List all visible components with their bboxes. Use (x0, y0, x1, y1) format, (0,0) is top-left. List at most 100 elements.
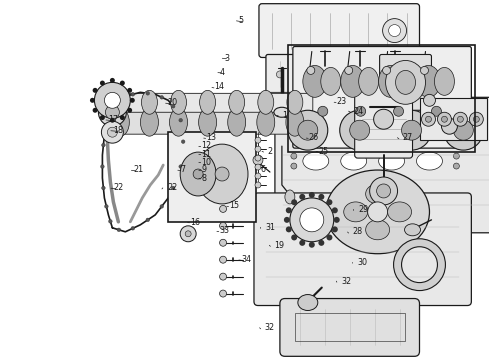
Circle shape (291, 234, 297, 240)
Circle shape (453, 163, 460, 169)
Ellipse shape (379, 152, 405, 170)
Ellipse shape (286, 108, 304, 136)
Text: 17: 17 (108, 115, 118, 124)
FancyBboxPatch shape (106, 110, 314, 134)
Ellipse shape (416, 66, 441, 97)
Text: 13: 13 (206, 133, 216, 142)
Circle shape (400, 71, 407, 78)
Text: 4: 4 (220, 68, 225, 77)
Circle shape (179, 118, 182, 122)
Text: 9: 9 (201, 166, 206, 175)
Ellipse shape (199, 90, 216, 114)
Text: 10: 10 (201, 158, 211, 167)
Circle shape (110, 110, 114, 113)
Ellipse shape (198, 108, 217, 136)
Ellipse shape (274, 107, 290, 117)
Circle shape (291, 153, 297, 159)
Circle shape (284, 217, 290, 223)
Circle shape (326, 199, 332, 205)
Circle shape (104, 92, 121, 108)
Ellipse shape (141, 108, 158, 136)
Text: 16: 16 (190, 218, 200, 227)
Text: 8: 8 (201, 174, 206, 183)
Circle shape (101, 143, 105, 147)
Text: 31: 31 (266, 223, 275, 232)
Circle shape (101, 121, 123, 143)
Bar (295, 314, 405, 341)
Circle shape (345, 67, 353, 75)
Ellipse shape (170, 108, 188, 136)
Circle shape (220, 206, 226, 212)
Text: 30: 30 (357, 258, 368, 267)
Circle shape (146, 218, 149, 222)
Circle shape (369, 177, 397, 205)
Circle shape (438, 112, 451, 126)
Circle shape (374, 109, 393, 129)
Circle shape (255, 137, 261, 143)
Bar (168, 132, 256, 222)
Ellipse shape (196, 144, 248, 204)
Text: 28: 28 (352, 228, 363, 237)
Circle shape (340, 110, 380, 150)
Ellipse shape (405, 224, 420, 236)
Circle shape (220, 222, 226, 229)
Circle shape (286, 226, 292, 232)
Circle shape (120, 81, 125, 86)
Circle shape (255, 164, 261, 170)
Bar (419, 98, 488, 140)
Circle shape (104, 125, 108, 129)
Circle shape (469, 112, 483, 126)
Ellipse shape (180, 152, 216, 196)
Circle shape (309, 242, 315, 248)
Circle shape (369, 71, 376, 78)
Circle shape (350, 120, 369, 140)
Circle shape (90, 98, 95, 103)
Ellipse shape (366, 220, 390, 240)
Circle shape (220, 290, 226, 297)
Text: 1: 1 (282, 111, 287, 120)
Ellipse shape (341, 152, 367, 170)
FancyBboxPatch shape (266, 54, 417, 94)
Circle shape (307, 67, 315, 75)
Ellipse shape (416, 152, 442, 170)
Circle shape (393, 106, 404, 116)
Circle shape (425, 116, 432, 122)
Circle shape (334, 217, 340, 223)
FancyBboxPatch shape (275, 97, 490, 233)
Ellipse shape (171, 90, 187, 114)
Circle shape (220, 171, 226, 179)
Ellipse shape (298, 294, 318, 310)
Ellipse shape (111, 108, 129, 136)
Text: 14: 14 (214, 82, 224, 91)
Circle shape (276, 71, 283, 78)
Circle shape (110, 118, 115, 123)
Circle shape (180, 226, 196, 242)
Ellipse shape (287, 90, 303, 114)
Ellipse shape (321, 67, 341, 95)
Circle shape (299, 194, 305, 200)
FancyBboxPatch shape (280, 298, 419, 356)
Circle shape (432, 106, 441, 116)
Circle shape (120, 115, 125, 120)
Circle shape (318, 240, 324, 246)
Circle shape (107, 127, 118, 137)
Circle shape (130, 98, 135, 103)
Circle shape (253, 155, 263, 165)
FancyBboxPatch shape (259, 4, 419, 58)
Text: 23: 23 (337, 97, 346, 106)
Circle shape (101, 186, 105, 190)
Ellipse shape (229, 90, 245, 114)
Ellipse shape (386, 60, 425, 104)
Circle shape (220, 189, 226, 195)
Text: 18: 18 (113, 126, 123, 135)
Text: 3: 3 (224, 54, 229, 63)
Text: 32: 32 (341, 276, 351, 285)
Text: 12: 12 (201, 141, 211, 150)
Ellipse shape (341, 66, 365, 97)
Circle shape (100, 165, 104, 168)
Circle shape (220, 273, 226, 280)
Circle shape (255, 182, 261, 188)
Circle shape (105, 105, 120, 119)
Circle shape (368, 202, 388, 222)
Text: 7: 7 (180, 166, 185, 175)
